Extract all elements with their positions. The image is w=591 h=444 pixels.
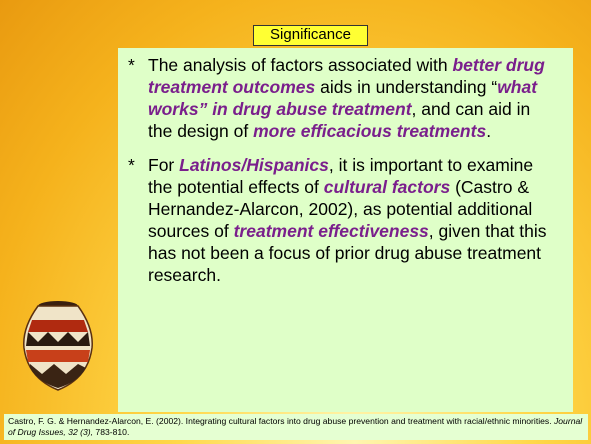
emphasis: more efficacious treatments xyxy=(253,121,486,141)
text-run: 783-810. xyxy=(93,427,129,437)
emphasis: treatment effectiveness xyxy=(234,221,429,241)
text-run: The analysis of factors associated with xyxy=(148,55,452,75)
text-run: aids in understanding “ xyxy=(315,77,497,97)
bullet-marker: * xyxy=(128,54,148,142)
bullet-text: The analysis of factors associated with … xyxy=(148,54,557,142)
bullet-box: * The analysis of factors associated wit… xyxy=(118,48,573,412)
text-run: Castro, F. G. & Hernandez-Alarcon, E. (2… xyxy=(8,416,554,426)
emphasis: cultural factors xyxy=(324,177,450,197)
slide: Significance * The analysis of factors a… xyxy=(0,0,591,444)
bullet: * For Latinos/Hispanics, it is important… xyxy=(128,154,557,286)
pot-illustration xyxy=(18,298,98,393)
text-run: For xyxy=(148,155,179,175)
citation: Castro, F. G. & Hernandez-Alarcon, E. (2… xyxy=(4,414,588,440)
bullet: * The analysis of factors associated wit… xyxy=(128,54,557,142)
emphasis: Latinos/Hispanics xyxy=(179,155,329,175)
text-run: . xyxy=(486,121,491,141)
bullet-text: For Latinos/Hispanics, it is important t… xyxy=(148,154,557,286)
bullet-marker: * xyxy=(128,154,148,286)
slide-title: Significance xyxy=(253,25,368,46)
